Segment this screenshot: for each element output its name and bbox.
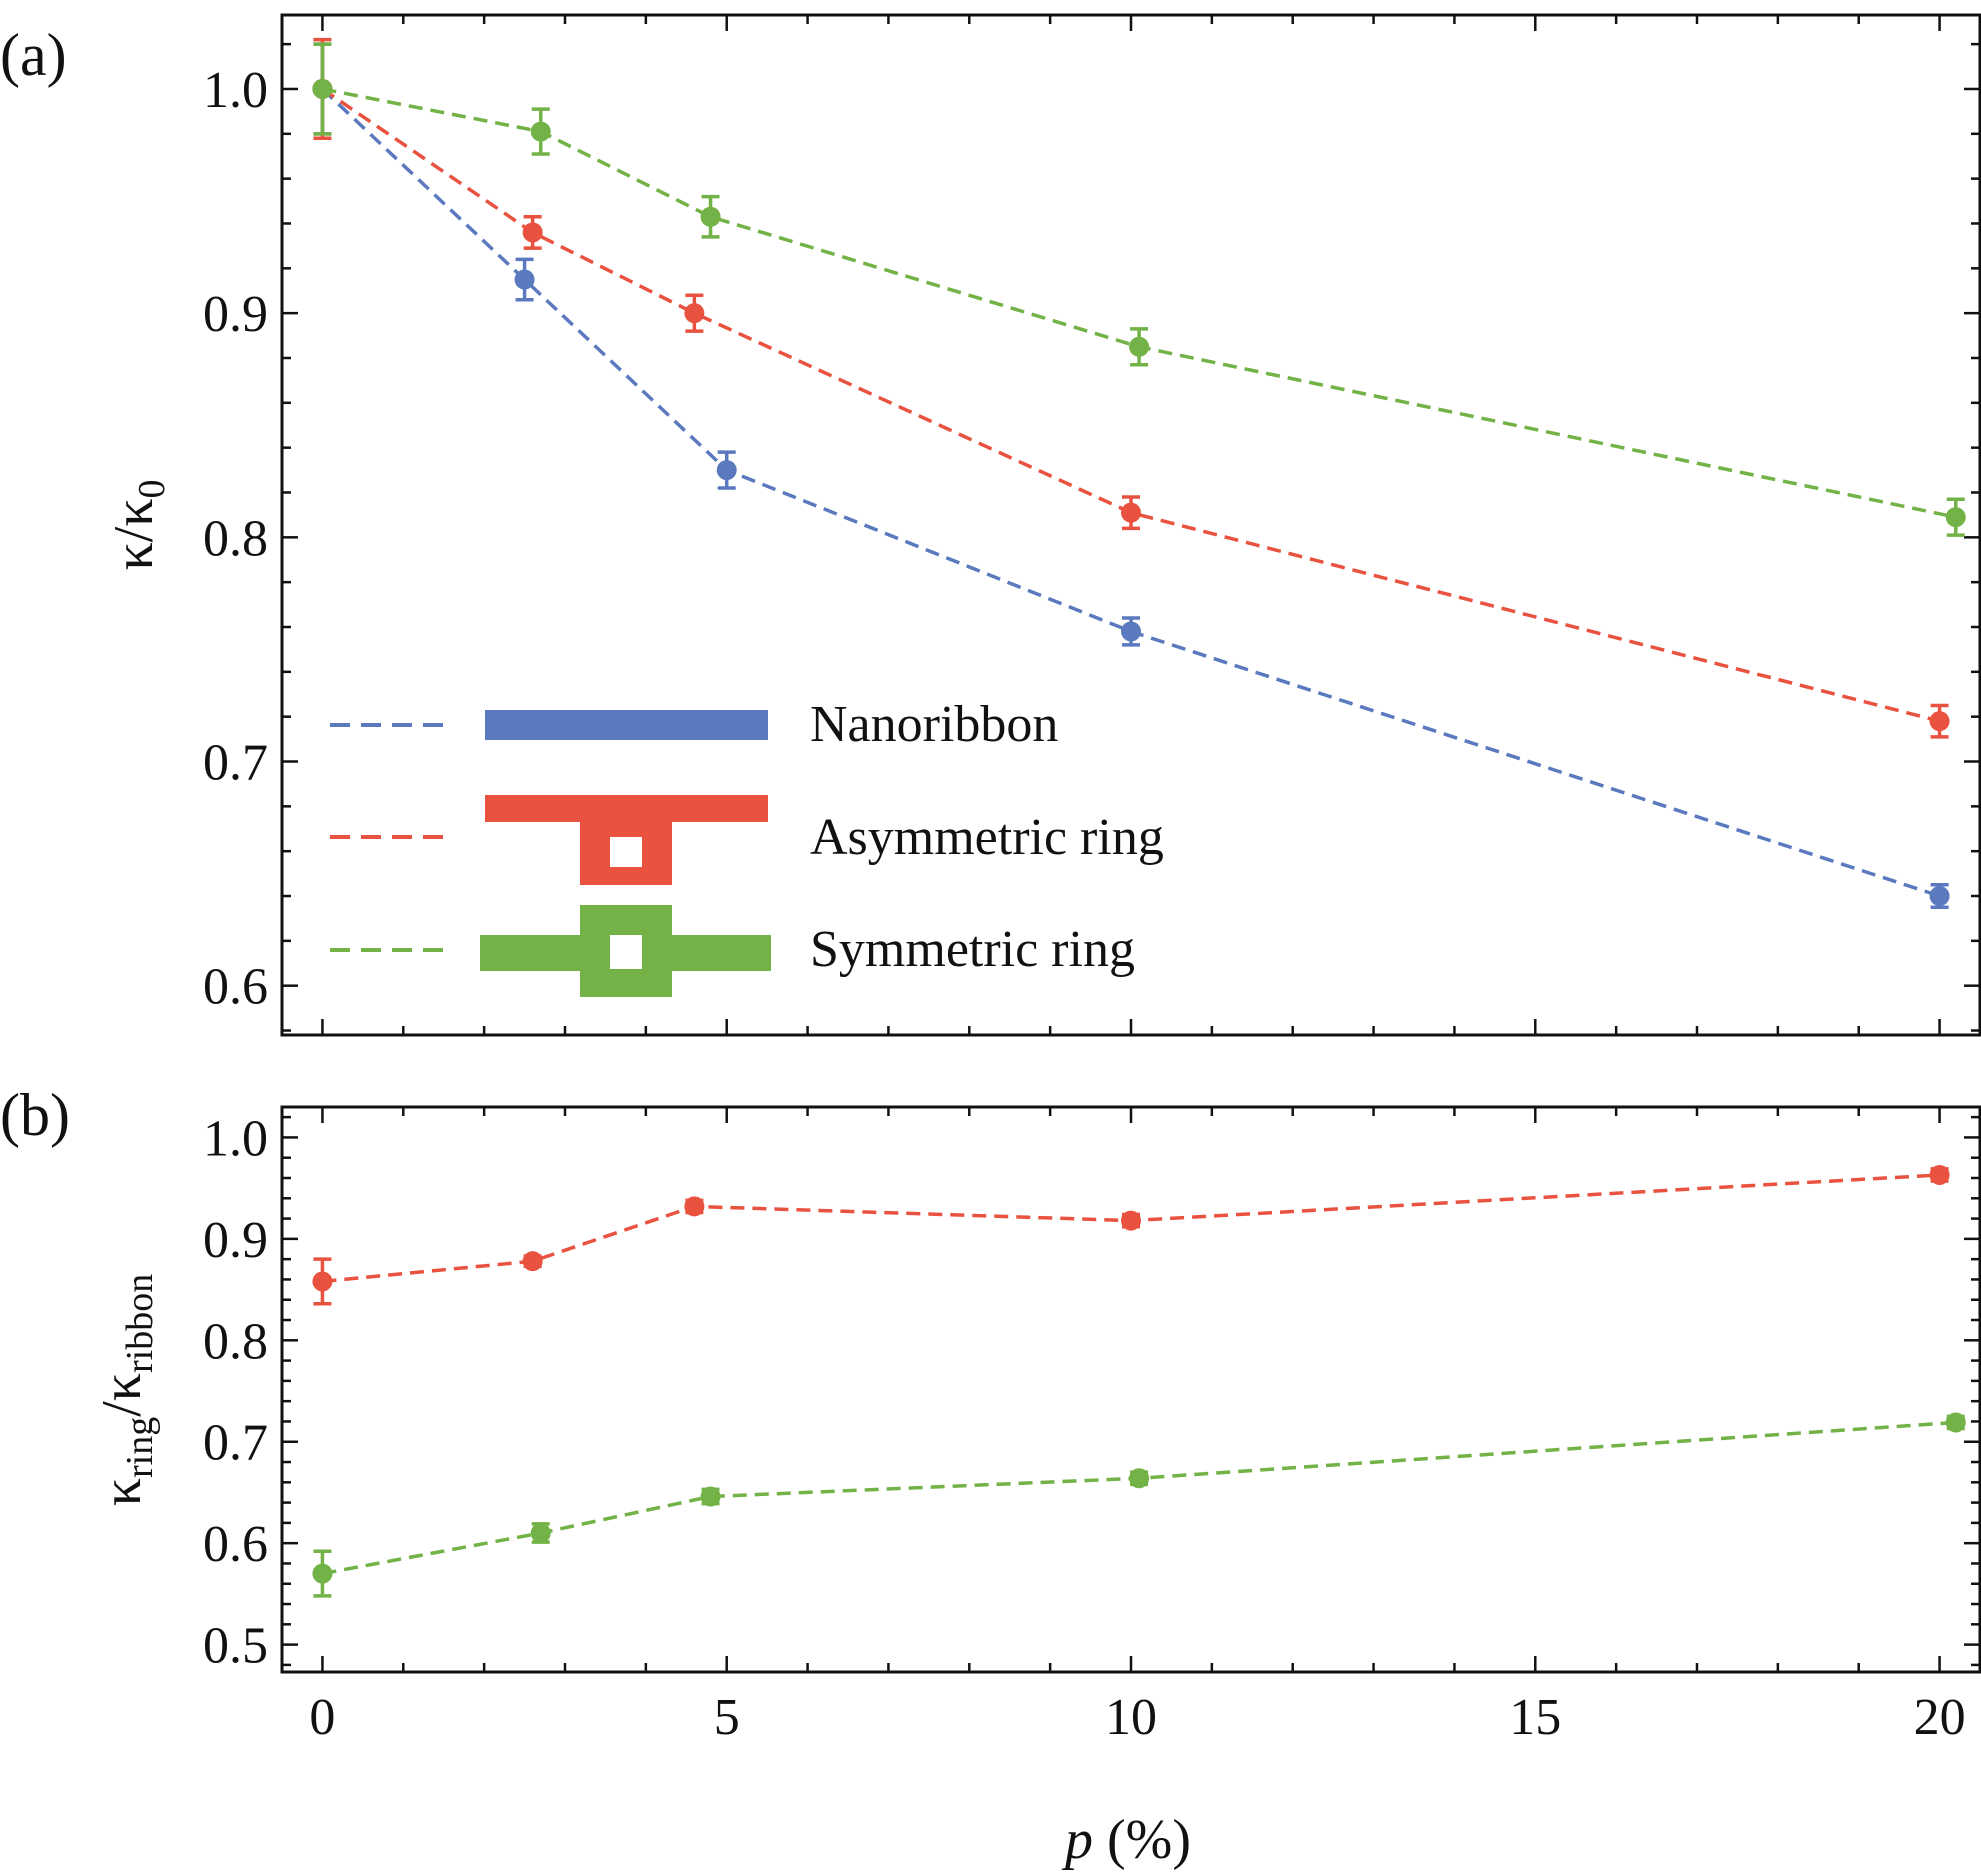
panel-a-ticks: 0.6 0.7 0.8 0.9 1.0 [203, 15, 1980, 1035]
y-tick-label: 0.7 [203, 735, 268, 792]
y-tick-label: 0.6 [203, 1516, 268, 1573]
data-point [700, 206, 721, 227]
data-point [1945, 1412, 1966, 1433]
data-point [522, 1251, 543, 1272]
legend-item-symmetric-ring: Symmetric ring [330, 905, 1135, 997]
data-point [312, 1563, 333, 1584]
panel-a-series [312, 37, 1966, 909]
series-line [322, 87, 1957, 519]
data-point [312, 1271, 333, 1292]
data-point [1121, 1210, 1141, 1231]
legend-item-asymmetric-ring: Asymmetric ring [330, 795, 1164, 885]
series-symmetric-ring [312, 1412, 1966, 1598]
asymmetric-ring-shape-icon [485, 795, 768, 885]
panel-a: (a) 0.6 0.7 0.8 0.9 1.0 κ/κ0 Nanoribbon Asym… [0, 13, 1981, 1037]
legend-item-nanoribbon: Nanoribbon [330, 696, 1058, 753]
series-line [321, 87, 1941, 898]
data-point [1945, 507, 1966, 528]
legend-label-asymmetric: Asymmetric ring [810, 809, 1164, 866]
series-symmetric-ring [312, 42, 1966, 537]
data-point [684, 1196, 705, 1217]
panel-a-y-axis-title: κ/κ0 [103, 480, 173, 571]
data-point [716, 460, 737, 481]
x-tick-label: 5 [714, 1689, 740, 1746]
legend-label-symmetric: Symmetric ring [810, 921, 1135, 978]
data-point [1129, 336, 1150, 357]
data-point [1929, 886, 1950, 907]
nanoribbon-shape-icon [485, 710, 768, 740]
data-point [530, 121, 551, 142]
data-point [514, 269, 535, 290]
legend-label-nanoribbon: Nanoribbon [810, 696, 1058, 753]
data-point [684, 303, 705, 324]
x-tick-label: 15 [1509, 1689, 1561, 1746]
panel-b-frame [280, 1105, 1981, 1674]
data-point [1929, 711, 1950, 732]
data-point [700, 1486, 721, 1507]
series-line [321, 87, 1941, 723]
panel-b-label: (b) [0, 1082, 70, 1148]
y-tick-label: 0.8 [203, 1313, 268, 1370]
y-tick-label: 0.8 [203, 510, 268, 567]
data-point [1129, 1468, 1150, 1489]
y-tick-label: 0.6 [203, 959, 268, 1016]
y-tick-label: 0.9 [203, 286, 268, 343]
panel-b: (b) 0.5 0.6 0.7 0.8 0.9 1.0 0 5 10 15 20 κring/κri… [0, 1082, 1981, 1871]
series-asymmetric-ring [312, 1164, 1950, 1306]
series-nanoribbon [312, 42, 1950, 909]
panel-b-series [312, 1164, 1966, 1598]
y-tick-label: 1.0 [203, 62, 268, 119]
data-point [1929, 1164, 1950, 1185]
y-tick-label: 0.5 [203, 1618, 268, 1675]
legend: Nanoribbon Asymmetric ring Symmetric [330, 696, 1164, 997]
data-point [530, 1523, 551, 1544]
panel-b-y-axis-title: κring/κribbon [91, 1274, 161, 1506]
x-tick-label: 20 [1914, 1689, 1966, 1746]
data-point [1121, 502, 1141, 523]
symmetric-ring-shape-icon [480, 905, 771, 997]
data-point [522, 222, 543, 243]
data-point [312, 78, 333, 99]
panel-b-ticks: 0.5 0.6 0.7 0.8 0.9 1.0 0 5 10 15 20 [203, 1107, 1980, 1746]
data-point [1121, 621, 1141, 642]
y-tick-label: 0.7 [203, 1415, 268, 1472]
series-line [322, 1420, 1956, 1576]
y-tick-label: 0.9 [203, 1212, 268, 1269]
y-tick-label: 1.0 [203, 1110, 268, 1167]
x-axis-title: p (%) [1061, 1809, 1191, 1871]
panel-a-label: (a) [0, 22, 67, 88]
x-tick-label: 10 [1105, 1689, 1157, 1746]
x-tick-label: 0 [309, 1689, 335, 1746]
